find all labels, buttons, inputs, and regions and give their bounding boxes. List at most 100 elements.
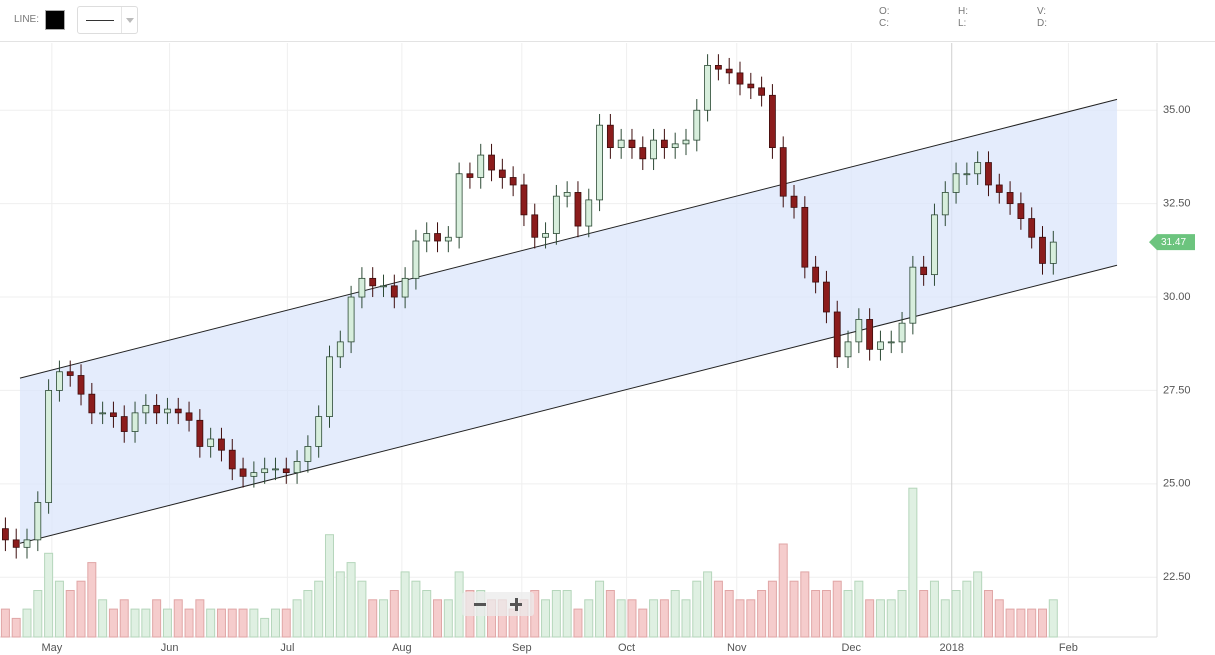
x-tick-label: 2018 bbox=[940, 642, 964, 654]
volume-bar bbox=[22, 608, 32, 638]
candle-body bbox=[952, 173, 960, 193]
candle-body bbox=[693, 109, 701, 141]
y-tick-label: 30.00 bbox=[1163, 291, 1191, 303]
candle-body bbox=[779, 147, 787, 197]
volume-bar bbox=[76, 580, 86, 638]
candle-body bbox=[877, 341, 884, 350]
volume-bar bbox=[422, 590, 432, 638]
volume-bar bbox=[173, 599, 183, 638]
volume-bar bbox=[0, 608, 10, 638]
candle-body bbox=[358, 277, 366, 298]
candle-body bbox=[887, 341, 895, 344]
volume-bar bbox=[659, 599, 669, 638]
zoom-controls bbox=[462, 592, 534, 616]
candle-body bbox=[531, 214, 539, 238]
x-tick-label: Dec bbox=[841, 642, 861, 654]
volume-bar bbox=[843, 590, 853, 638]
volume-bar bbox=[98, 599, 108, 638]
x-tick-label: May bbox=[41, 642, 62, 654]
quote-label: H: bbox=[958, 6, 968, 17]
candle-body bbox=[1039, 236, 1046, 264]
volume-bar bbox=[411, 580, 421, 638]
last-price-label: 31.47 bbox=[1161, 237, 1186, 248]
volume-bar bbox=[962, 580, 972, 638]
x-tick-label: Feb bbox=[1059, 642, 1078, 654]
candle-body bbox=[639, 147, 647, 160]
quote-label: D: bbox=[1037, 18, 1047, 29]
y-tick-label: 35.00 bbox=[1163, 104, 1191, 116]
candle-body bbox=[228, 449, 236, 470]
volume-bar bbox=[584, 599, 594, 638]
volume-bar bbox=[573, 608, 583, 638]
volume-bar bbox=[724, 590, 734, 638]
candle-body bbox=[844, 341, 852, 358]
candle-body bbox=[466, 173, 474, 178]
volume-bar bbox=[292, 599, 302, 638]
candle-body bbox=[412, 240, 420, 279]
volume-bar bbox=[767, 580, 777, 638]
candle-body bbox=[401, 277, 409, 298]
volume-bar bbox=[541, 599, 551, 638]
volume-bar bbox=[595, 580, 605, 638]
volume-bar bbox=[821, 590, 831, 638]
volume-bar bbox=[983, 590, 993, 638]
candle-body bbox=[282, 468, 290, 474]
volume-bar bbox=[141, 608, 151, 638]
volume-bar bbox=[865, 599, 875, 638]
candle-body bbox=[488, 154, 495, 171]
volume-bar bbox=[324, 534, 334, 638]
candle-body bbox=[120, 416, 128, 432]
candle-body bbox=[88, 393, 96, 414]
candle-body bbox=[77, 375, 85, 395]
candle-body bbox=[823, 281, 830, 313]
volume-bar bbox=[389, 590, 399, 638]
color-swatch[interactable] bbox=[45, 10, 65, 30]
volume-bar bbox=[379, 599, 389, 638]
candle-body bbox=[704, 65, 711, 111]
candle-body bbox=[574, 192, 582, 227]
candle-body bbox=[142, 404, 150, 414]
volume-bar bbox=[627, 599, 637, 638]
candle-body bbox=[336, 341, 344, 358]
volume-bar bbox=[206, 608, 216, 638]
volume-bar bbox=[1048, 599, 1058, 638]
candle-body bbox=[520, 184, 528, 216]
candle-body bbox=[239, 468, 247, 477]
candle-body bbox=[898, 322, 906, 343]
volume-bar bbox=[346, 562, 356, 638]
line-style-dropdown[interactable] bbox=[77, 6, 138, 34]
volume-bar bbox=[757, 590, 767, 638]
candle-body bbox=[369, 277, 377, 287]
volume-bar bbox=[54, 580, 64, 638]
candle-body bbox=[174, 408, 182, 414]
candle-body bbox=[585, 199, 593, 227]
candle-body bbox=[2, 528, 9, 541]
candle-body bbox=[509, 177, 517, 186]
candle-body bbox=[628, 139, 636, 149]
candle-body bbox=[477, 154, 485, 178]
zoom-in-bar bbox=[514, 598, 518, 611]
candle-body bbox=[272, 468, 279, 471]
volume-bar bbox=[1005, 608, 1015, 638]
volume-bar bbox=[152, 599, 162, 638]
candle-body bbox=[660, 139, 668, 149]
candle-body bbox=[444, 236, 452, 242]
candle-body bbox=[380, 285, 387, 288]
volume-bar bbox=[703, 571, 713, 638]
zoom-out[interactable] bbox=[474, 603, 486, 606]
candle-body bbox=[207, 438, 215, 447]
volume-bar bbox=[108, 608, 118, 638]
volume-bar bbox=[227, 608, 237, 638]
volume-bar bbox=[908, 487, 918, 638]
volume-bar bbox=[1016, 608, 1026, 638]
volume-bar bbox=[832, 580, 842, 638]
candle-body bbox=[606, 124, 614, 149]
candle-body bbox=[261, 468, 269, 474]
candle-body bbox=[812, 266, 820, 283]
volume-bar bbox=[260, 617, 270, 638]
candle-body bbox=[434, 233, 441, 242]
candle-body bbox=[801, 206, 809, 268]
candle-body bbox=[1028, 218, 1036, 238]
volume-bar bbox=[303, 590, 313, 638]
volume-bar bbox=[854, 580, 864, 638]
